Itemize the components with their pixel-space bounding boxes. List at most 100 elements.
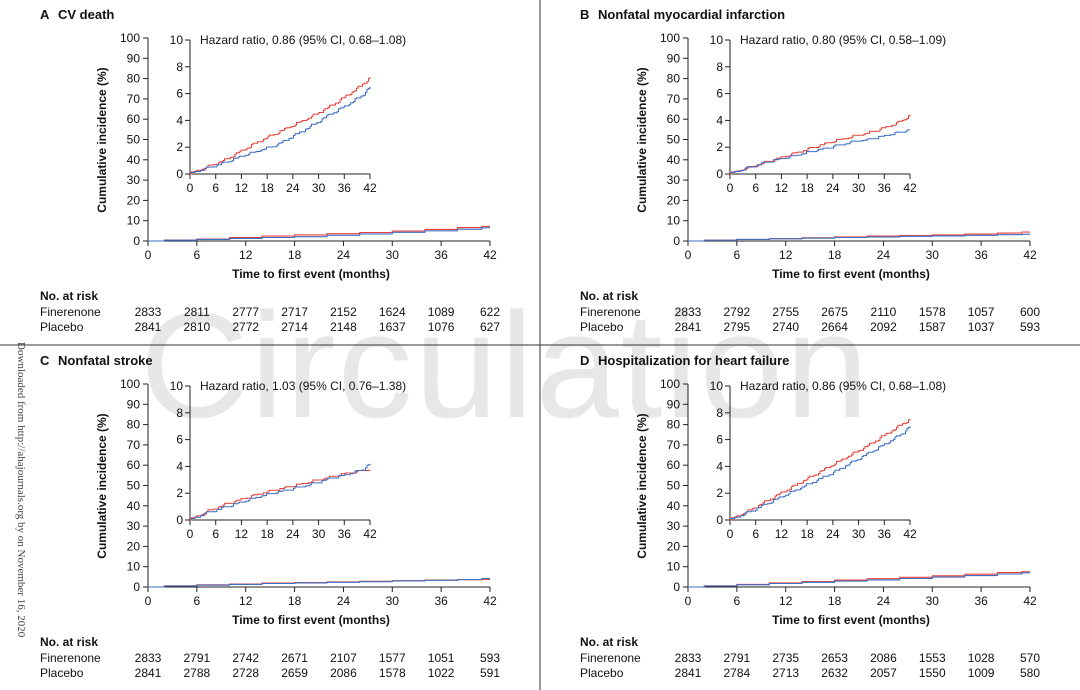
inset-y-tick-label: 0 <box>716 167 723 181</box>
hazard-ratio-label: Hazard ratio, 0.86 (95% CI, 0.68–1.08) <box>200 33 406 47</box>
x-tick-label: 12 <box>239 248 253 262</box>
y-tick-label: 30 <box>127 173 141 187</box>
inset-x-tick-label: 30 <box>312 181 326 195</box>
risk-value: 2833 <box>135 305 162 319</box>
y-tick-label: 90 <box>127 51 141 65</box>
risk-value: 2791 <box>724 651 751 665</box>
x-tick-label: 18 <box>828 248 842 262</box>
y-tick-label: 60 <box>127 112 141 126</box>
y-tick-label: 20 <box>127 193 141 207</box>
risk-value: 2057 <box>870 666 897 680</box>
inset-x-tick-label: 18 <box>260 181 274 195</box>
x-tick-label: 36 <box>434 248 448 262</box>
inset-x-tick-label: 24 <box>286 181 300 195</box>
x-axis-label: Time to first event (months) <box>232 267 390 281</box>
y-tick-label: 60 <box>667 458 681 472</box>
inset-series-finerenone <box>190 77 371 175</box>
risk-value: 2664 <box>821 320 848 334</box>
inset-y-tick-label: 2 <box>716 486 723 500</box>
risk-value: 2833 <box>135 651 162 665</box>
inset-x-tick-label: 36 <box>338 527 352 541</box>
x-tick-label: 42 <box>483 594 497 608</box>
risk-value: 2728 <box>232 666 259 680</box>
x-tick-label: 6 <box>734 594 741 608</box>
risk-value: 2755 <box>772 305 799 319</box>
y-tick-label: 70 <box>667 92 681 106</box>
inset-y-tick-label: 0 <box>176 513 183 527</box>
y-tick-label: 80 <box>667 72 681 86</box>
x-tick-label: 24 <box>337 594 351 608</box>
y-tick-label: 10 <box>667 214 681 228</box>
risk-value: 570 <box>1020 651 1040 665</box>
inset-x-tick-label: 18 <box>260 527 274 541</box>
risk-value: 593 <box>1020 320 1040 334</box>
main-series-finerenone <box>148 225 490 242</box>
y-tick-label: 60 <box>127 458 141 472</box>
risk-value: 2148 <box>330 320 357 334</box>
inset-series-placebo <box>730 129 911 173</box>
inset-y-tick-label: 2 <box>176 486 183 500</box>
risk-value: 2841 <box>675 666 702 680</box>
risk-value: 2841 <box>135 666 162 680</box>
risk-value: 2086 <box>330 666 357 680</box>
main-series-placebo <box>148 227 490 242</box>
main-series-placebo <box>688 572 1030 588</box>
risk-value: 2784 <box>724 666 751 680</box>
y-tick-label: 70 <box>127 92 141 106</box>
inset-x-tick-label: 6 <box>752 181 759 195</box>
risk-value: 2772 <box>232 320 259 334</box>
x-tick-label: 42 <box>483 248 497 262</box>
inset-x-tick-label: 30 <box>312 527 326 541</box>
risk-value: 1624 <box>379 305 406 319</box>
x-tick-label: 30 <box>386 248 400 262</box>
x-tick-label: 12 <box>779 594 793 608</box>
inset-x-tick-label: 30 <box>852 181 866 195</box>
panel-title: Nonfatal myocardial infarction <box>598 7 785 22</box>
inset-y-tick-label: 0 <box>176 167 183 181</box>
x-tick-label: 0 <box>145 594 152 608</box>
risk-value: 2788 <box>184 666 211 680</box>
risk-value: 627 <box>480 320 500 334</box>
x-tick-label: 6 <box>194 248 201 262</box>
x-tick-label: 18 <box>288 248 302 262</box>
inset-x-tick-label: 12 <box>775 527 789 541</box>
y-tick-label: 10 <box>667 560 681 574</box>
x-tick-label: 12 <box>779 248 793 262</box>
y-tick-label: 100 <box>660 377 680 391</box>
inset-y-tick-label: 6 <box>716 87 723 101</box>
inset-x-tick-label: 36 <box>878 527 892 541</box>
inset-x-tick-label: 0 <box>187 181 194 195</box>
x-tick-label: 6 <box>734 248 741 262</box>
inset-series-placebo <box>190 86 371 173</box>
risk-row-label: Finerenone <box>40 651 101 665</box>
inset-x-tick-label: 18 <box>800 181 814 195</box>
risk-table-header: No. at risk <box>40 635 98 649</box>
y-tick-label: 40 <box>127 499 141 513</box>
inset-y-tick-label: 8 <box>716 406 723 420</box>
y-axis-label: Cumulative incidence (%) <box>635 67 649 212</box>
risk-value: 2717 <box>281 305 308 319</box>
risk-value: 2653 <box>821 651 848 665</box>
x-tick-label: 30 <box>386 594 400 608</box>
y-tick-label: 80 <box>127 72 141 86</box>
y-tick-label: 60 <box>667 112 681 126</box>
y-tick-label: 30 <box>667 519 681 533</box>
panel-title: CV death <box>58 7 114 22</box>
inset-x-tick-label: 24 <box>826 527 840 541</box>
y-tick-label: 70 <box>127 438 141 452</box>
risk-value: 1089 <box>428 305 455 319</box>
inset-y-tick-label: 4 <box>716 459 723 473</box>
risk-value: 1578 <box>379 666 406 680</box>
x-tick-label: 24 <box>877 248 891 262</box>
x-tick-label: 0 <box>685 594 692 608</box>
risk-value: 593 <box>480 651 500 665</box>
inset-x-tick-label: 42 <box>903 527 917 541</box>
inset-x-tick-label: 12 <box>775 181 789 195</box>
main-series-placebo <box>688 233 1030 242</box>
risk-value: 2107 <box>330 651 357 665</box>
risk-value: 2777 <box>232 305 259 319</box>
hazard-ratio-label: Hazard ratio, 0.80 (95% CI, 0.58–1.09) <box>740 33 946 47</box>
inset-x-tick-label: 0 <box>727 527 734 541</box>
inset-y-tick-label: 0 <box>716 513 723 527</box>
risk-row-label: Placebo <box>580 666 624 680</box>
